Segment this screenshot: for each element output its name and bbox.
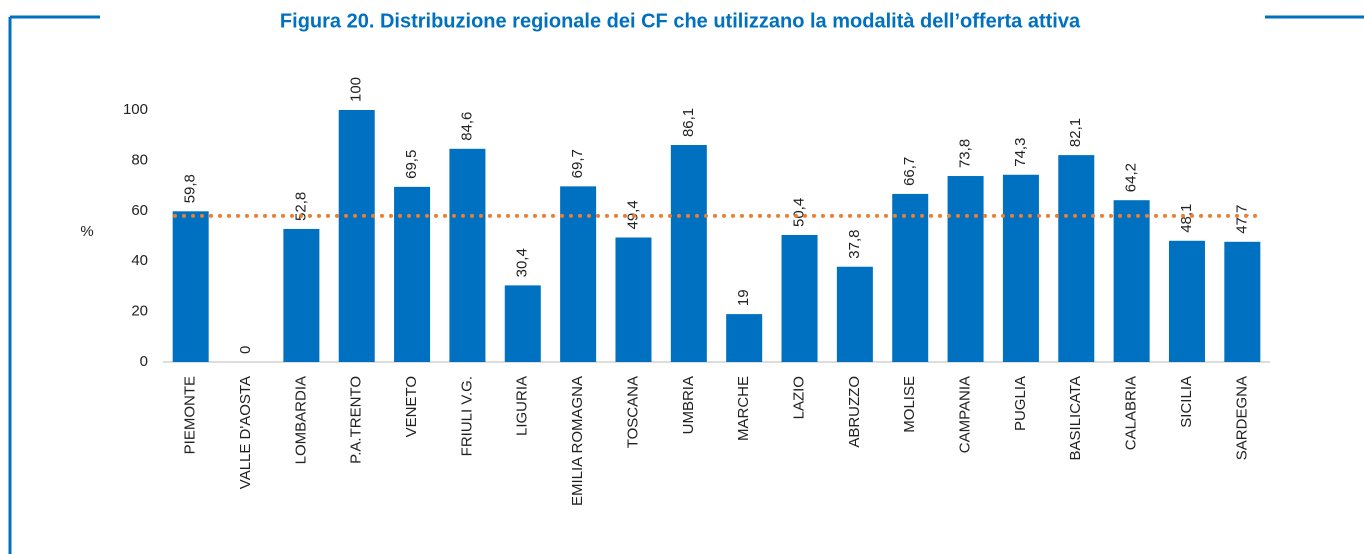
- x-tick-label: VENETO: [403, 376, 420, 437]
- bar: [670, 145, 707, 362]
- value-label: 52,8: [292, 192, 309, 221]
- bar: [283, 228, 320, 362]
- bar: [449, 148, 486, 362]
- value-label: 74,3: [1012, 138, 1029, 167]
- x-tick-label: FRIULI V.G.: [458, 376, 475, 456]
- x-tick-label: MARCHE: [735, 376, 752, 441]
- bar: [1113, 200, 1150, 362]
- bar: [1002, 174, 1039, 362]
- bar: [1058, 155, 1095, 362]
- value-label: 64,2: [1123, 163, 1140, 192]
- x-tick-label: LAZIO: [790, 376, 807, 419]
- bar: [504, 285, 541, 362]
- bar: [172, 211, 209, 362]
- value-label: 69,7: [569, 149, 586, 178]
- chart-title: Figura 20. Distribuzione regionale dei C…: [280, 10, 1081, 32]
- bar: [615, 237, 652, 362]
- bar: [947, 176, 984, 362]
- value-label: 30,4: [514, 248, 531, 277]
- y-tick-label: 40: [131, 252, 148, 269]
- x-tick-label: PIEMONTE: [182, 376, 199, 454]
- value-label: 69,5: [403, 150, 420, 179]
- value-label: 100: [348, 77, 365, 102]
- bar: [892, 193, 929, 362]
- value-label: 19: [735, 289, 752, 306]
- bar: [1224, 241, 1261, 362]
- bar: [394, 186, 431, 362]
- x-tick-label: CALABRIA: [1123, 376, 1140, 450]
- y-tick-label: 20: [131, 303, 148, 320]
- y-tick-label: 0: [140, 353, 148, 370]
- value-label: 59,8: [182, 174, 199, 203]
- y-axis-label: %: [80, 223, 93, 240]
- bar: [560, 186, 597, 362]
- x-tick-label: EMILIA ROMAGNA: [569, 376, 586, 506]
- x-tick-label: ABRUZZO: [846, 376, 863, 448]
- value-label: 50,4: [790, 198, 807, 227]
- x-tick-label: UMBRIA: [680, 376, 697, 434]
- x-tick-label: TOSCANA: [624, 376, 641, 448]
- x-tick-label: P.A.TRENTO: [348, 376, 365, 464]
- bar: [726, 314, 763, 362]
- x-tick-label: LOMBARDIA: [292, 376, 309, 464]
- value-label: 37,8: [846, 230, 863, 259]
- y-tick-label: 80: [131, 151, 148, 168]
- x-tick-label: PUGLIA: [1012, 376, 1029, 431]
- value-label: 47,7: [1233, 205, 1250, 234]
- value-label: 66,7: [901, 157, 918, 186]
- x-tick-label: CAMPANIA: [957, 376, 974, 453]
- bar: [836, 266, 873, 362]
- value-label: 86,1: [680, 108, 697, 137]
- y-tick-label: 60: [131, 202, 148, 219]
- x-tick-label: LIGURIA: [514, 376, 531, 436]
- x-tick-label: VALLE D'AOSTA: [237, 376, 254, 489]
- value-label: 48,1: [1178, 204, 1195, 233]
- value-label: 73,8: [957, 139, 974, 168]
- x-tick-label: MOLISE: [901, 376, 918, 433]
- bar: [781, 234, 818, 362]
- x-tick-label: SARDEGNA: [1233, 376, 1250, 460]
- value-label: 0: [237, 346, 254, 354]
- bar: [338, 110, 375, 362]
- value-label: 84,6: [458, 112, 475, 141]
- x-tick-label: BASILICATA: [1067, 376, 1084, 460]
- bar: [1168, 240, 1205, 362]
- y-tick-label: 100: [123, 101, 148, 118]
- value-label: 82,1: [1067, 118, 1084, 147]
- x-tick-label: SICILIA: [1178, 376, 1195, 428]
